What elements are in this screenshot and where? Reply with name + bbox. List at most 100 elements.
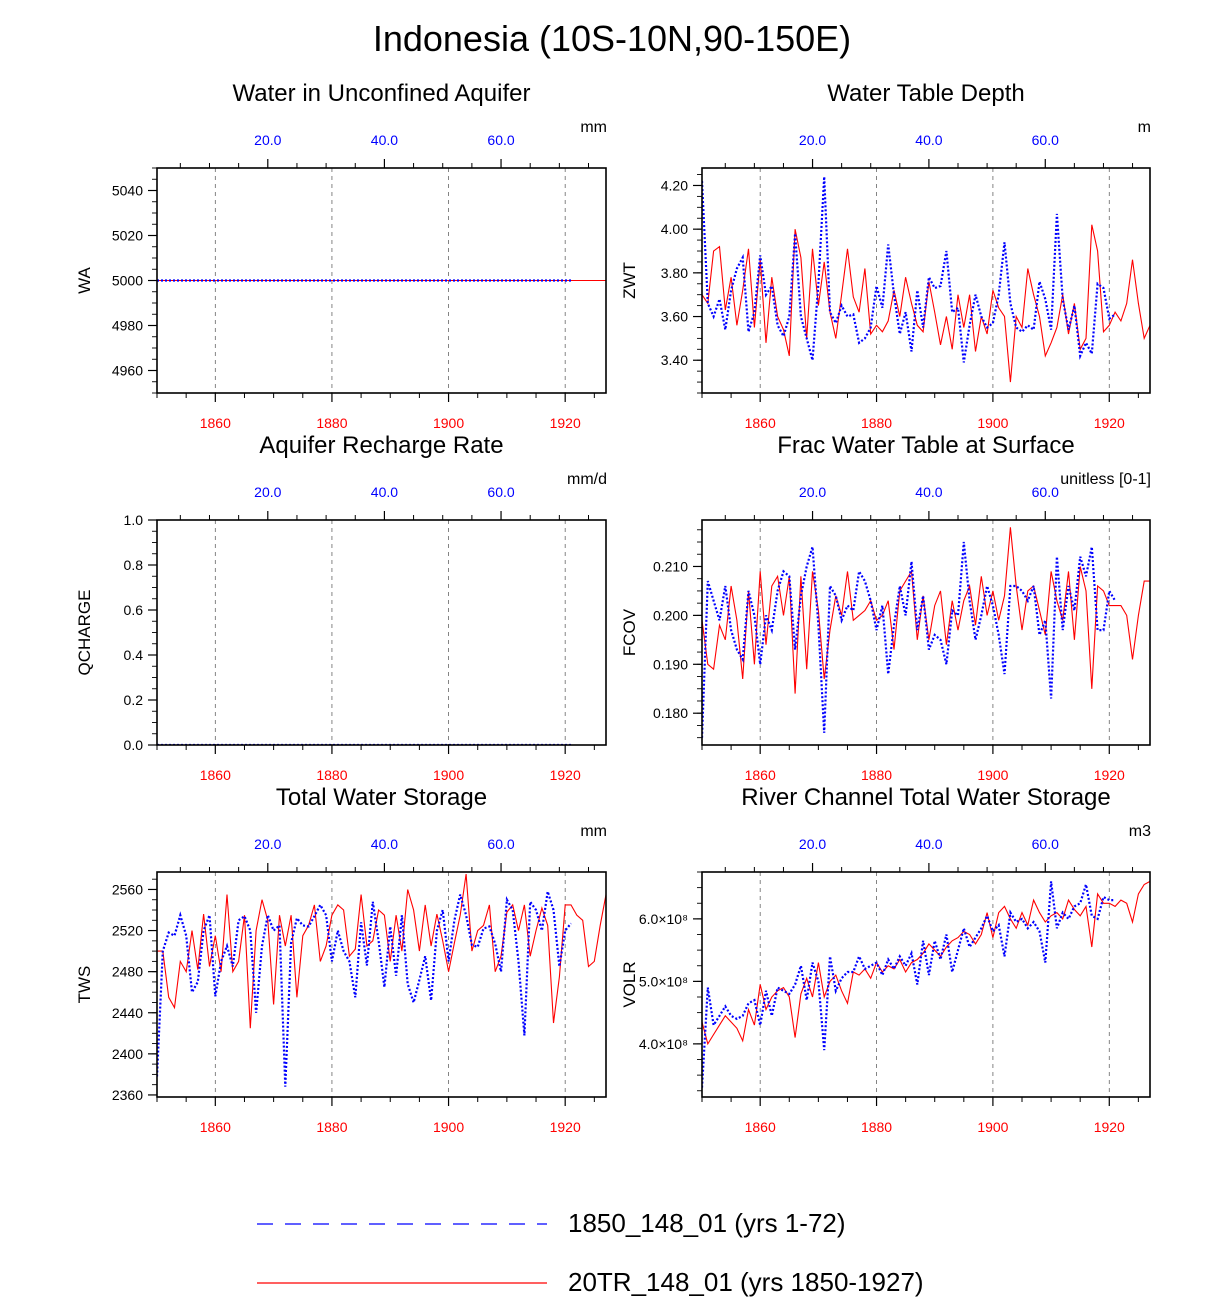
- y-tick-label: 2520: [112, 923, 143, 939]
- series-line-control: [702, 881, 1116, 1088]
- legend-line-control: [257, 1223, 547, 1225]
- x-tick-label: 1860: [200, 415, 231, 431]
- plot-frame: [701, 871, 1151, 1098]
- top-x-tick-label: 40.0: [371, 132, 398, 148]
- y-tick-label: 3.60: [661, 309, 688, 325]
- plot-frame: [701, 167, 1151, 394]
- x-tick-label: 1880: [861, 415, 892, 431]
- units-label: mm/d: [567, 471, 607, 488]
- x-tick-label: 1860: [745, 767, 776, 783]
- y-tick-label: 0.4: [124, 647, 144, 663]
- y-tick-label: 4.20: [661, 177, 688, 193]
- figure-title: Indonesia (10S-10N,90-150E): [372, 18, 852, 59]
- x-tick-label: 1880: [316, 1119, 347, 1135]
- series-line-control: [702, 176, 1116, 363]
- y-axis-label: ZWT: [620, 262, 639, 299]
- chart-title: Frac Water Table at Surface: [777, 432, 1074, 459]
- y-tick-label: 0.0: [124, 737, 144, 753]
- x-tick-label: 1900: [433, 767, 464, 783]
- y-axis-label: VOLR: [620, 961, 639, 1007]
- x-tick-label: 1920: [1094, 415, 1125, 431]
- chart-panel-1: Water in Unconfined Aquifer mm WA 1860 1880 1…: [75, 80, 607, 431]
- top-x-tick-label: 40.0: [915, 484, 942, 500]
- top-x-tick-label: 60.0: [487, 836, 514, 852]
- top-x-tick-label: 40.0: [915, 132, 942, 148]
- legend-label-historical: 20TR_148_01 (yrs 1850-1927): [568, 1267, 924, 1297]
- y-axis-label: WA: [75, 266, 94, 293]
- legend-line-historical: [257, 1282, 547, 1284]
- chart-panel-4: Frac Water Table at Surface unitless [0-1…: [620, 432, 1151, 783]
- units-label: mm: [580, 119, 607, 136]
- units-label: mm: [580, 823, 607, 840]
- chart-panel-3: Aquifer Recharge Rate mm/d QCHARGE 1860 1880…: [75, 432, 607, 783]
- y-tick-label: 0.190: [653, 656, 688, 672]
- plot-frame: [156, 871, 607, 1098]
- y-tick-label: 2400: [112, 1046, 143, 1062]
- y-tick-label: 0.8: [124, 557, 144, 573]
- y-tick-label: 1.0: [124, 512, 144, 528]
- x-tick-label: 1920: [550, 1119, 581, 1135]
- y-axis-label: FCOV: [620, 608, 639, 656]
- y-tick-label: 0.6: [124, 602, 144, 618]
- x-tick-label: 1860: [200, 1119, 231, 1135]
- chart-title: Water in Unconfined Aquifer: [233, 80, 531, 107]
- top-x-tick-label: 60.0: [487, 132, 514, 148]
- top-x-tick-label: 40.0: [915, 836, 942, 852]
- top-x-tick-label: 40.0: [371, 484, 398, 500]
- y-tick-label: 2360: [112, 1087, 143, 1103]
- top-x-tick-label: 20.0: [254, 484, 281, 500]
- top-x-tick-label: 20.0: [799, 132, 826, 148]
- y-tick-label: 6.0×10⁸: [639, 911, 688, 927]
- x-tick-label: 1880: [316, 415, 347, 431]
- series-line-control: [157, 891, 572, 1087]
- chart-title: Water Table Depth: [827, 80, 1024, 107]
- y-tick-label: 3.40: [661, 352, 688, 368]
- chart-panel-5: Total Water Storage mm TWS 1860 1880 1900 1920…: [75, 784, 607, 1135]
- x-tick-label: 1920: [1094, 1119, 1125, 1135]
- y-tick-label: 0.2: [124, 692, 144, 708]
- top-x-tick-label: 20.0: [254, 132, 281, 148]
- x-tick-label: 1920: [1094, 767, 1125, 783]
- y-axis-label: TWS: [75, 966, 94, 1004]
- top-x-tick-label: 20.0: [799, 484, 826, 500]
- y-tick-label: 4980: [112, 318, 143, 334]
- units-label: m: [1138, 119, 1151, 136]
- x-tick-label: 1860: [745, 1119, 776, 1135]
- y-tick-label: 2440: [112, 1005, 143, 1021]
- chart-title: Aquifer Recharge Rate: [259, 432, 503, 459]
- top-x-tick-label: 60.0: [487, 484, 514, 500]
- chart-title: River Channel Total Water Storage: [741, 784, 1111, 811]
- x-tick-label: 1880: [861, 767, 892, 783]
- top-x-tick-label: 20.0: [799, 836, 826, 852]
- y-tick-label: 4.00: [661, 221, 688, 237]
- top-x-tick-label: 40.0: [371, 836, 398, 852]
- y-tick-label: 0.200: [653, 607, 688, 623]
- series-line-historical: [702, 880, 1150, 1046]
- series-line-historical: [702, 527, 1150, 694]
- y-tick-label: 2560: [112, 881, 143, 897]
- units-label: unitless [0-1]: [1060, 471, 1151, 488]
- x-tick-label: 1900: [977, 415, 1008, 431]
- x-tick-label: 1860: [745, 415, 776, 431]
- y-tick-label: 0.180: [653, 705, 688, 721]
- chart-title: Total Water Storage: [276, 784, 487, 811]
- plot-frame: [156, 519, 607, 746]
- x-tick-label: 1920: [550, 415, 581, 431]
- x-tick-label: 1880: [861, 1119, 892, 1135]
- units-label: m3: [1129, 823, 1151, 840]
- series-line-control: [702, 541, 1117, 738]
- y-tick-label: 5.0×10⁸: [639, 973, 688, 989]
- y-tick-label: 5020: [112, 228, 143, 244]
- y-tick-label: 0.210: [653, 558, 688, 574]
- y-tick-label: 2480: [112, 964, 143, 980]
- y-tick-label: 5040: [112, 183, 143, 199]
- x-tick-label: 1880: [316, 767, 347, 783]
- top-x-tick-label: 20.0: [254, 836, 281, 852]
- x-tick-label: 1900: [977, 767, 1008, 783]
- y-tick-label: 4960: [112, 363, 143, 379]
- chart-panel-2: Water Table Depth m ZWT 1860 1880 1900 1920 20.…: [620, 80, 1151, 431]
- x-tick-label: 1920: [550, 767, 581, 783]
- top-x-tick-label: 60.0: [1032, 484, 1059, 500]
- legend-label-control: 1850_148_01 (yrs 1-72): [568, 1208, 846, 1238]
